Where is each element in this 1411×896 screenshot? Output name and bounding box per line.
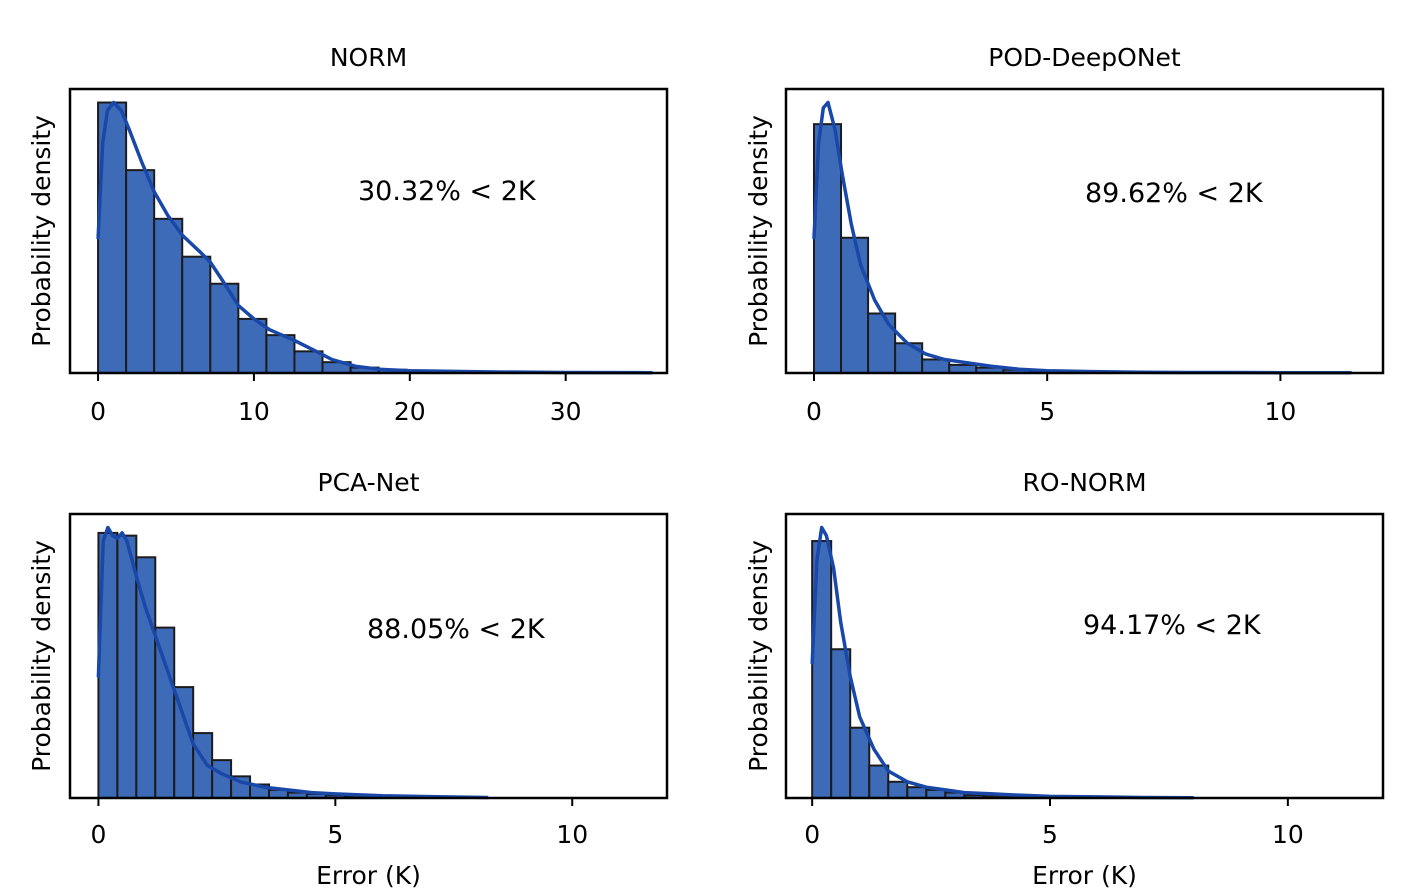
x-axis-label: Error (K) xyxy=(1032,861,1137,890)
axes-frame xyxy=(68,512,669,800)
histogram-bar xyxy=(867,312,897,374)
threshold-annotation: 88.05% < 2K xyxy=(367,614,546,645)
axes-frame xyxy=(68,87,669,375)
histogram-bar xyxy=(181,255,212,375)
histogram-bar xyxy=(868,764,890,799)
x-axis-label: Error (K) xyxy=(316,861,421,890)
x-tick-label: 10 xyxy=(1272,820,1304,849)
histogram-bar xyxy=(921,358,951,375)
histogram-bar xyxy=(125,169,156,374)
panel-ro-norm: 0 5 10 RO-NORM Probability density Error (K) 9… xyxy=(744,468,1385,890)
subplot-title: PCA-Net xyxy=(318,468,420,497)
subplot-title: RO-NORM xyxy=(1022,468,1146,497)
x-tick-label: 5 xyxy=(1042,820,1058,849)
histogram-bar xyxy=(173,686,195,799)
y-axis-label: Probability density xyxy=(27,540,56,772)
x-tick-label: 10 xyxy=(238,397,270,426)
kde-curve xyxy=(812,100,1353,375)
x-tick-label: 5 xyxy=(1039,397,1055,426)
panel-pod-deeponet: 0 5 10 POD-DeepONet Probability density 89.62… xyxy=(744,43,1385,426)
x-tick-label: 0 xyxy=(806,397,822,426)
histogram-bar xyxy=(154,626,176,799)
threshold-annotation: 94.17% < 2K xyxy=(1083,610,1262,641)
x-tick-label: 5 xyxy=(327,820,343,849)
panel-norm: 0 10 20 30 NORM Probability density 30.32% < 2… xyxy=(27,43,669,426)
axes-frame xyxy=(784,87,1385,375)
kde-curve xyxy=(96,525,489,800)
x-tick-label: 0 xyxy=(804,820,820,849)
x-tick-label: 30 xyxy=(550,397,582,426)
threshold-annotation: 30.32% < 2K xyxy=(358,176,537,207)
y-axis-label: Probability density xyxy=(744,115,773,347)
kde-curve xyxy=(96,100,654,375)
panel-pca-net: 0 5 10 PCA-Net Probability density Error (K) 8… xyxy=(27,468,669,890)
subplot-title: POD-DeepONet xyxy=(988,43,1181,72)
kde-curve xyxy=(810,525,1195,800)
axes-frame xyxy=(784,512,1385,800)
histogram-bar xyxy=(153,217,184,374)
histogram-bar xyxy=(293,350,324,375)
histogram-bar xyxy=(906,786,928,800)
y-axis-label: Probability density xyxy=(27,115,56,347)
x-tick-label: 20 xyxy=(394,397,426,426)
histogram-bar xyxy=(237,317,268,374)
histogram-bar xyxy=(116,534,138,800)
histogram-bar xyxy=(840,236,870,374)
histogram-bar xyxy=(849,726,871,800)
x-tick-label: 0 xyxy=(90,397,106,426)
x-tick-label: 0 xyxy=(90,820,106,849)
histogram-bar xyxy=(135,556,157,799)
subplot-title: NORM xyxy=(330,43,407,72)
histogram-bar xyxy=(887,780,909,799)
histogram-bar xyxy=(830,648,852,799)
y-axis-label: Probability density xyxy=(744,540,773,772)
histogram-bar xyxy=(265,334,296,374)
threshold-annotation: 89.62% < 2K xyxy=(1085,178,1264,209)
x-tick-label: 10 xyxy=(1264,397,1296,426)
histogram-bar xyxy=(211,759,233,800)
x-tick-label: 10 xyxy=(556,820,588,849)
